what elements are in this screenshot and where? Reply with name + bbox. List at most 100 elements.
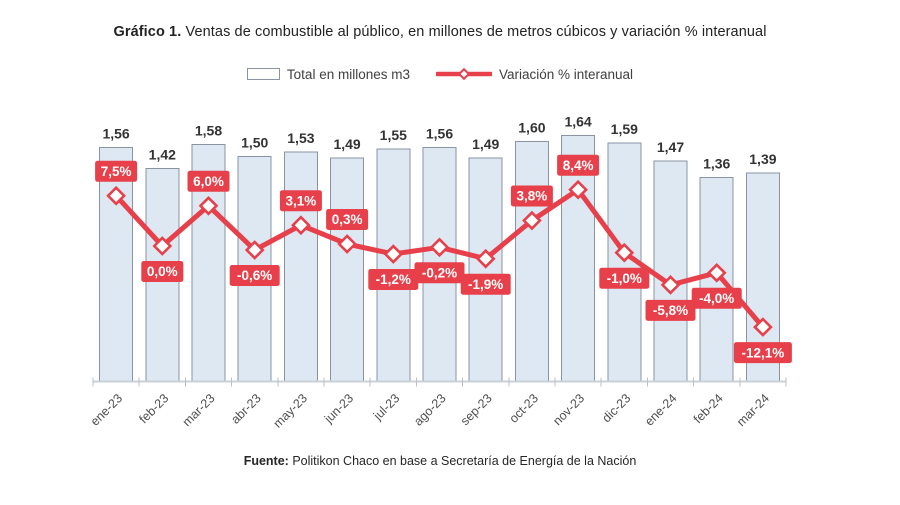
- pct-label-oct-23: 3,8%: [510, 185, 553, 207]
- pct-label-text: 8,4%: [563, 158, 594, 173]
- chart-title: Gráfico 1. Ventas de combustible al públ…: [0, 24, 880, 40]
- data-marker-sep-23: [475, 248, 496, 269]
- data-marker-dic-23: [614, 242, 635, 263]
- x-tick-label-jul-23: jul-23: [370, 391, 402, 423]
- data-marker-jun-23: [337, 234, 357, 254]
- bar-ene-24: [653, 160, 688, 382]
- source-text: Politikon Chaco en base a Secretaría de …: [288, 454, 637, 468]
- pct-label-ene-23: 7,5%: [95, 160, 138, 182]
- bar-ene-23: [99, 147, 134, 382]
- pct-label-box: [733, 342, 792, 364]
- data-marker-abr-23: [244, 240, 265, 260]
- bar-jul-23: [376, 148, 411, 382]
- chart-title-prefix: Gráfico 1.: [113, 24, 182, 40]
- x-tick-label-feb-24: feb-24: [691, 391, 726, 426]
- bar-value-label-sep-23: 1,49: [472, 136, 499, 152]
- pct-label-text: 7,5%: [101, 164, 132, 179]
- bar-value-label-feb-24: 1,36: [703, 156, 730, 172]
- pct-label-text: 6,0%: [193, 174, 224, 189]
- x-tick-label-mar-24: mar-24: [734, 391, 772, 429]
- pct-label-text: -12,1%: [742, 345, 785, 360]
- x-tick-label-abr-23: abr-23: [228, 391, 263, 426]
- pct-label-abr-23: -0,6%: [229, 265, 280, 286]
- pct-label-box: [326, 209, 369, 230]
- chart-title-text: Ventas de combustible al público, en mil…: [181, 24, 767, 40]
- source-note: Fuente: Politikon Chaco en base a Secret…: [0, 454, 880, 468]
- x-tick-label-ene-24: ene-24: [642, 391, 679, 428]
- pct-label-box: [645, 299, 696, 321]
- pct-label-ago-23: -0,2%: [414, 262, 465, 284]
- bar-value-label-abr-23: 1,50: [241, 135, 268, 151]
- pct-label-text: -1,2%: [376, 272, 411, 287]
- x-tick-label-ene-23: ene-23: [88, 391, 125, 428]
- pct-label-text: 0,0%: [147, 264, 178, 279]
- bar-oct-23: [514, 141, 549, 382]
- bar-sep-23: [468, 157, 503, 382]
- bar-value-label-oct-23: 1,60: [518, 120, 545, 136]
- pct-label-box: [187, 170, 230, 192]
- data-marker-nov-23: [568, 179, 588, 200]
- pct-label-mar-24: -12,1%: [733, 342, 792, 364]
- pct-label-dic-23: -1,0%: [599, 267, 650, 289]
- line-marker-icon: [435, 67, 492, 81]
- bar-value-label-jun-23: 1,49: [333, 136, 360, 152]
- pct-label-box: [414, 262, 465, 284]
- data-marker-oct-23: [522, 210, 542, 231]
- bar-jun-23: [330, 157, 365, 382]
- x-tick-label-feb-23: feb-23: [136, 391, 171, 426]
- pct-label-box: [229, 265, 280, 286]
- pct-label-sep-23: -1,9%: [460, 273, 511, 295]
- x-tick-label-oct-23: oct-23: [507, 391, 541, 425]
- data-marker-may-23: [291, 215, 311, 236]
- bar-value-label-ago-23: 1,56: [426, 126, 453, 142]
- x-tick-label-may-23: may-23: [271, 391, 310, 430]
- pct-label-mar-23: 6,0%: [187, 170, 230, 192]
- x-tick-label-mar-23: mar-23: [180, 391, 218, 429]
- bar-value-label-nov-23: 1,64: [564, 114, 591, 130]
- pct-label-box: [691, 287, 742, 309]
- pct-label-text: -0,6%: [237, 268, 272, 283]
- bar-nov-23: [561, 135, 596, 382]
- data-marker-ene-24: [660, 275, 681, 295]
- pct-label-text: -5,8%: [653, 303, 688, 318]
- bar-value-label-may-23: 1,53: [287, 130, 314, 146]
- data-marker-feb-24: [706, 262, 727, 283]
- bar-swatch-icon: [246, 68, 280, 80]
- x-tick-label-nov-23: nov-23: [550, 391, 587, 428]
- pct-label-text: -1,9%: [468, 277, 503, 292]
- pct-label-ene-24: -5,8%: [645, 299, 696, 321]
- bar-value-label-ene-24: 1,47: [657, 139, 684, 155]
- x-tick-label-sep-23: sep-23: [458, 391, 495, 428]
- pct-label-text: -0,2%: [422, 266, 457, 281]
- bar-value-label-feb-23: 1,42: [149, 147, 176, 163]
- bar-value-label-ene-23: 1,56: [102, 126, 129, 142]
- pct-label-nov-23: 8,4%: [557, 154, 600, 176]
- pct-label-box: [95, 160, 138, 182]
- bar-value-label-jul-23: 1,55: [380, 127, 407, 143]
- legend: Total en millones m3 Variación % interan…: [0, 64, 880, 84]
- pct-label-text: 3,8%: [517, 189, 548, 204]
- bar-value-label-mar-23: 1,58: [195, 123, 222, 139]
- pct-label-box: [368, 269, 419, 290]
- pct-label-box: [557, 154, 600, 176]
- source-prefix: Fuente:: [243, 454, 289, 468]
- data-marker-mar-23: [198, 195, 219, 216]
- data-marker-ene-23: [106, 185, 126, 206]
- pct-label-jun-23: 0,3%: [326, 209, 369, 230]
- x-tick-label-dic-23: dic-23: [599, 391, 633, 425]
- pct-label-box: [510, 185, 553, 207]
- legend-bars-label: Total en millones m3: [286, 66, 410, 82]
- pct-label-feb-23: 0,0%: [141, 261, 184, 282]
- pct-label-box: [279, 190, 322, 212]
- data-marker-feb-23: [152, 236, 173, 256]
- bar-value-label-mar-24: 1,39: [749, 151, 776, 167]
- pct-label-text: 3,1%: [286, 193, 317, 208]
- bar-value-label-dic-23: 1,59: [611, 121, 638, 137]
- pct-label-box: [460, 273, 511, 295]
- legend-line-label: Variación % interanual: [498, 66, 634, 82]
- pct-label-box: [599, 267, 650, 289]
- pct-label-text: -1,0%: [607, 271, 642, 286]
- pct-label-text: 0,3%: [332, 212, 363, 227]
